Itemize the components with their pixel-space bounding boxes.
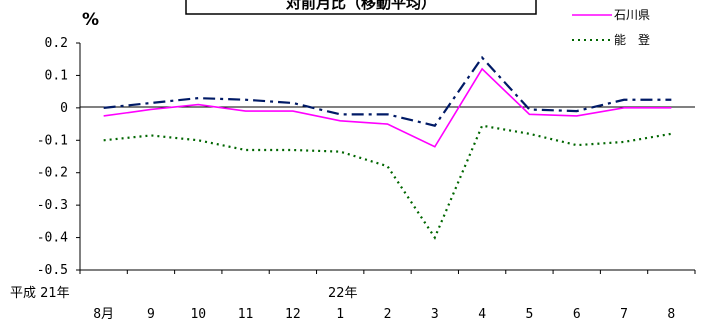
x-tick-label: 8月	[93, 307, 114, 322]
era-label-year22: 22年	[328, 286, 358, 301]
y-tick-label: 0	[60, 101, 68, 116]
x-tick-label: 9	[147, 307, 155, 322]
y-tick-label: -0.4	[37, 231, 68, 246]
x-tick-label: 10	[190, 307, 206, 322]
series-layer	[103, 55, 672, 240]
x-tick-label: 6	[573, 307, 581, 322]
x-tick-label: 1	[336, 307, 344, 322]
legend-label-noto: 能 登	[614, 32, 650, 47]
x-tick-label: 2	[384, 307, 392, 322]
x-tick-label: 4	[478, 307, 486, 322]
x-tick-label: 5	[526, 307, 534, 322]
series-line-1	[103, 124, 672, 240]
era-label-start: 平成 21年	[10, 286, 70, 301]
y-tick-label: 0.1	[45, 68, 68, 83]
y-axis-label: %	[82, 10, 99, 30]
legend: 石川県 能 登	[572, 8, 650, 47]
series-line-2	[103, 55, 672, 127]
y-tick-label: -0.5	[37, 263, 68, 278]
legend-label-ishikawa: 石川県	[614, 8, 650, 22]
x-tick-label: 11	[238, 307, 254, 322]
x-ticks: 8月 9 10 11 12 1 2 3 4 5 6 7 8	[79, 269, 696, 322]
x-tick-label: 8	[667, 307, 675, 322]
y-tick-label: -0.2	[37, 166, 68, 181]
y-tick-label: 0.2	[45, 36, 68, 51]
x-tick-label: 12	[285, 307, 301, 322]
y-ticks: 0.2 0.1 0 -0.1 -0.2 -0.3 -0.4 -0.5	[37, 36, 80, 278]
chart-title-box: 対前月比（移動平均）	[185, 0, 537, 15]
y-tick-label: -0.1	[37, 133, 68, 148]
chart-title: 対前月比（移動平均）	[285, 0, 436, 12]
series-line-0	[103, 67, 672, 148]
x-tick-label: 3	[431, 307, 439, 322]
x-tick-label: 7	[620, 307, 628, 322]
y-tick-label: -0.3	[37, 198, 68, 213]
